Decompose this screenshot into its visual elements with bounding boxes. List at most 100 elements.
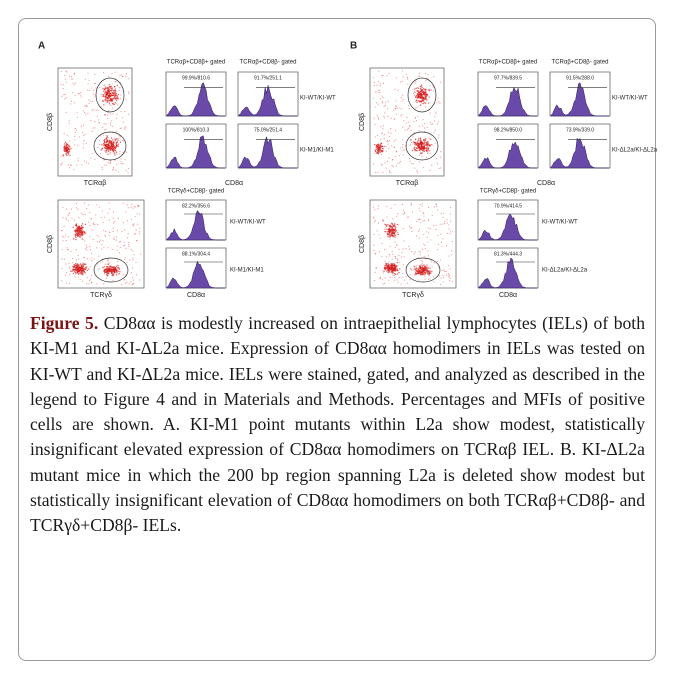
dot bbox=[119, 74, 121, 77]
dot bbox=[108, 90, 111, 93]
dot bbox=[98, 255, 100, 257]
dot bbox=[100, 149, 103, 151]
dot bbox=[420, 145, 422, 147]
dot bbox=[67, 235, 69, 238]
dot bbox=[84, 133, 86, 135]
dot bbox=[377, 103, 379, 105]
dot bbox=[125, 150, 127, 152]
dot bbox=[76, 116, 79, 119]
dot bbox=[386, 140, 388, 143]
dot bbox=[382, 172, 384, 174]
dot bbox=[392, 225, 395, 227]
dot bbox=[70, 250, 72, 253]
dot bbox=[442, 238, 444, 240]
dot bbox=[415, 87, 417, 90]
dot bbox=[104, 141, 106, 143]
dot bbox=[381, 242, 383, 245]
dot bbox=[449, 277, 451, 279]
dot bbox=[394, 268, 397, 270]
dot bbox=[135, 261, 137, 263]
dot bbox=[97, 263, 99, 265]
dot bbox=[76, 266, 79, 268]
dot bbox=[119, 136, 122, 138]
genotype-label: KI-ΔL2a/KI-ΔL2a bbox=[542, 268, 588, 274]
dot bbox=[417, 90, 420, 93]
dot bbox=[63, 236, 65, 238]
dot bbox=[116, 230, 119, 232]
dot bbox=[426, 231, 428, 233]
dot bbox=[112, 147, 115, 150]
dot bbox=[102, 240, 104, 242]
scatter-dots bbox=[372, 70, 442, 174]
dot bbox=[429, 278, 431, 280]
dot bbox=[387, 100, 389, 102]
dot bbox=[82, 271, 84, 274]
gate-header: TCRαβ+CD8β- gated bbox=[240, 60, 297, 66]
dot bbox=[382, 125, 384, 127]
dot bbox=[119, 241, 121, 243]
dot bbox=[381, 132, 383, 135]
dot bbox=[117, 266, 120, 269]
dot bbox=[108, 83, 110, 86]
dot bbox=[423, 87, 425, 90]
dot bbox=[121, 74, 123, 76]
dot bbox=[411, 230, 413, 233]
dot bbox=[115, 268, 118, 270]
dot bbox=[82, 264, 85, 266]
dot bbox=[75, 207, 78, 209]
dot bbox=[414, 167, 416, 169]
dot bbox=[422, 100, 425, 102]
panel-label: B bbox=[350, 41, 357, 52]
dot bbox=[109, 270, 111, 273]
dot bbox=[401, 94, 404, 96]
dot bbox=[112, 211, 115, 213]
dot bbox=[419, 137, 422, 139]
dot bbox=[413, 120, 415, 123]
dot bbox=[85, 263, 87, 266]
dot bbox=[395, 105, 397, 107]
dot bbox=[438, 275, 440, 277]
dot bbox=[428, 102, 430, 104]
dot bbox=[130, 218, 133, 221]
dot bbox=[81, 271, 83, 273]
dot bbox=[120, 127, 122, 129]
dot bbox=[111, 149, 113, 151]
dot bbox=[107, 89, 109, 92]
dot bbox=[79, 272, 82, 274]
dot bbox=[394, 224, 396, 226]
dot bbox=[103, 159, 105, 161]
dot bbox=[113, 273, 115, 275]
dot bbox=[382, 128, 384, 130]
dot bbox=[111, 125, 113, 127]
dot bbox=[416, 89, 419, 92]
dot bbox=[442, 223, 444, 225]
dot bbox=[442, 212, 445, 214]
dot bbox=[437, 121, 439, 123]
dot bbox=[136, 223, 139, 225]
dot bbox=[86, 246, 88, 248]
dot bbox=[74, 94, 76, 96]
dot bbox=[382, 270, 384, 272]
dot bbox=[81, 223, 84, 225]
dot bbox=[64, 141, 67, 144]
dot bbox=[60, 163, 62, 165]
dot bbox=[128, 92, 130, 95]
dot bbox=[395, 165, 398, 167]
dot bbox=[424, 92, 426, 94]
dot bbox=[84, 111, 86, 114]
dot bbox=[107, 93, 109, 95]
dot bbox=[85, 266, 88, 268]
dot bbox=[401, 80, 403, 82]
dot bbox=[379, 98, 381, 100]
gate-header: TCRγδ+CD8β- gated bbox=[480, 189, 536, 195]
dot bbox=[416, 265, 418, 267]
dot bbox=[103, 72, 105, 74]
dot bbox=[439, 81, 442, 83]
dot bbox=[427, 255, 430, 257]
dot bbox=[134, 215, 136, 218]
dot bbox=[115, 169, 117, 171]
dot bbox=[98, 269, 100, 271]
dot bbox=[75, 265, 77, 267]
dot bbox=[104, 234, 106, 236]
dot bbox=[435, 112, 437, 114]
